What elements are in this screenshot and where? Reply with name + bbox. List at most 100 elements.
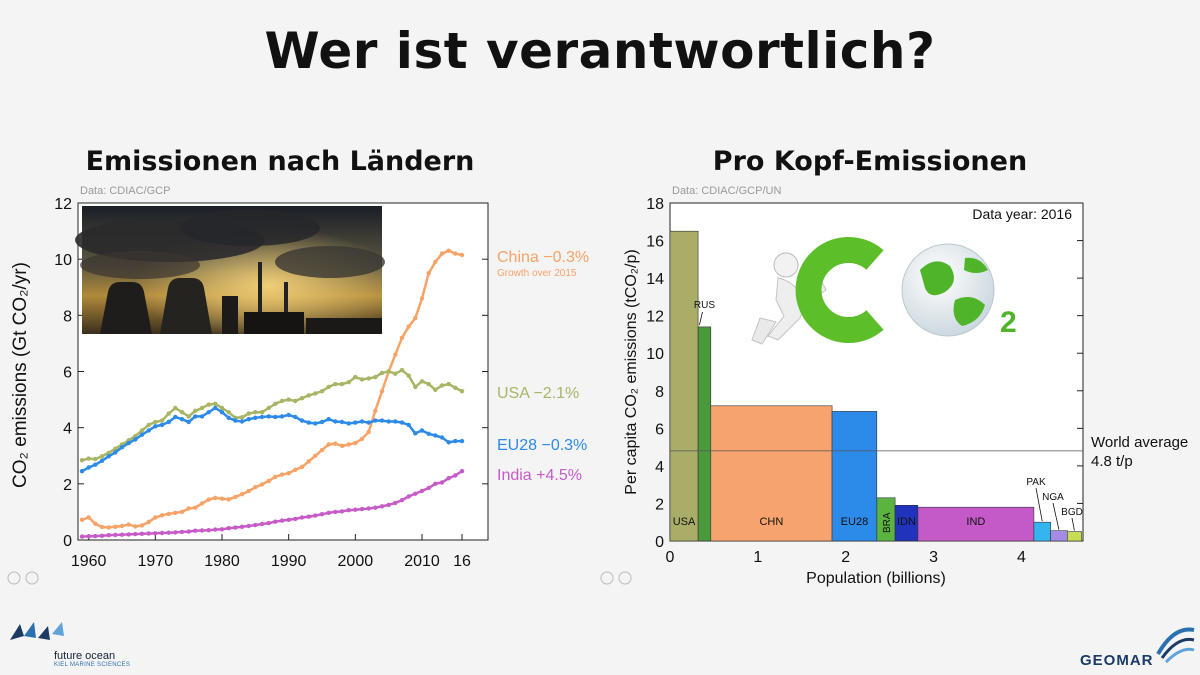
data-point-eu28: [79, 469, 85, 474]
bar-pak: [1033, 521, 1051, 542]
data-point-eu28: [93, 462, 98, 467]
series-line-china: [81, 249, 463, 529]
data-point-india: [313, 513, 318, 518]
data-point-eu28: [353, 420, 358, 425]
data-point-india: [419, 488, 425, 494]
co2-illustration: 2: [751, 237, 1017, 345]
data-point-eu28: [173, 414, 178, 420]
left-x-tick-label: 16: [453, 553, 471, 570]
left-x-tick-label: 1960: [71, 553, 107, 570]
data-point-usa: [93, 456, 98, 462]
data-point-india: [346, 508, 351, 513]
data-point-india: [106, 533, 111, 538]
data-point-china: [366, 429, 371, 435]
data-point-china: [293, 467, 298, 472]
data-point-china: [233, 494, 238, 500]
data-point-eu28: [133, 437, 138, 442]
bar-rus: [697, 326, 712, 542]
series-line-india: [81, 470, 463, 538]
data-point-india: [159, 530, 165, 536]
data-point-china: [246, 488, 251, 494]
data-point-eu28: [253, 415, 258, 420]
data-point-india: [273, 519, 278, 524]
left-y-axis-label: CO₂ emissions (Gt CO₂/yr): [10, 262, 31, 488]
right-y-ticks: 0 2 4 6 8 10 12 14 16 18: [646, 196, 1083, 551]
data-point-usa: [399, 367, 405, 373]
data-point-usa: [199, 405, 205, 411]
data-point-usa: [326, 384, 331, 390]
data-point-india: [306, 514, 311, 519]
data-point-eu28: [413, 431, 418, 436]
data-point-usa: [279, 398, 285, 404]
data-point-india: [79, 534, 85, 539]
data-point-china: [273, 474, 278, 479]
future-ocean-name: future ocean: [54, 650, 116, 662]
data-point-eu28: [379, 418, 385, 423]
data-point-eu28: [166, 419, 171, 425]
data-point-china: [239, 492, 245, 497]
data-point-eu28: [266, 414, 271, 419]
data-point-india: [213, 527, 218, 532]
data-point-india: [333, 509, 338, 515]
data-point-china: [299, 464, 305, 470]
data-point-eu28: [186, 419, 191, 425]
data-point-india: [193, 528, 198, 533]
data-point-usa: [346, 380, 351, 385]
data-point-china: [213, 495, 218, 501]
data-point-usa: [159, 418, 165, 423]
data-point-china: [266, 478, 271, 484]
data-point-eu28: [313, 421, 318, 426]
data-point-usa: [419, 379, 425, 384]
future-ocean-subtitle: KIEL MARINE SCIENCES: [54, 662, 131, 668]
data-point-eu28: [439, 435, 445, 440]
data-point-eu28: [226, 415, 231, 420]
data-point-china: [193, 505, 198, 510]
left-x-tick-label: 1980: [204, 553, 240, 570]
data-point-india: [319, 512, 325, 517]
left-series-lines: [79, 248, 465, 539]
geomar-wave-icon: [1156, 627, 1195, 664]
bar-label-chn: CHN: [759, 516, 783, 528]
data-point-usa: [86, 456, 91, 461]
left-y-tick-label: 4: [63, 421, 72, 438]
data-point-india: [459, 469, 465, 474]
geomar-wordmark: GEOMAR: [1080, 652, 1154, 669]
left-y-tick-label: 2: [63, 477, 72, 494]
data-point-eu28: [459, 438, 465, 444]
data-point-india: [279, 518, 285, 523]
data-point-china: [119, 523, 125, 529]
data-point-eu28: [419, 428, 425, 433]
data-point-china: [133, 524, 138, 529]
right-x-tick-label: 3: [929, 549, 938, 566]
series-line-usa: [81, 368, 463, 462]
data-point-eu28: [273, 414, 278, 420]
data-point-china: [306, 459, 311, 464]
data-point-usa: [299, 396, 305, 401]
bar-label-leader-pak: [1035, 487, 1043, 522]
data-point-eu28: [319, 419, 325, 425]
data-point-china: [333, 441, 338, 446]
data-point-china: [406, 324, 411, 329]
data-point-eu28: [113, 450, 118, 455]
data-point-eu28: [299, 418, 305, 423]
left-x-tick-label: 1970: [138, 553, 174, 570]
data-point-india: [353, 507, 358, 512]
data-point-usa: [246, 411, 251, 416]
left-y-tick-label: 0: [63, 533, 72, 550]
data-point-india: [326, 510, 331, 515]
right-y-tick-label: 2: [655, 496, 664, 513]
data-point-eu28: [326, 417, 331, 422]
data-point-usa: [259, 410, 265, 415]
data-point-india: [439, 480, 445, 485]
data-point-india: [199, 528, 205, 533]
data-point-usa: [146, 422, 151, 428]
left-source-note: Data: CDIAC/GCP: [80, 185, 170, 197]
data-point-china: [179, 509, 185, 515]
data-point-usa: [306, 393, 311, 398]
left-x-tick-label: 1990: [271, 553, 307, 570]
data-point-china: [113, 524, 118, 529]
data-point-eu28: [433, 433, 438, 438]
data-point-india: [246, 523, 251, 529]
data-point-india: [139, 531, 145, 536]
